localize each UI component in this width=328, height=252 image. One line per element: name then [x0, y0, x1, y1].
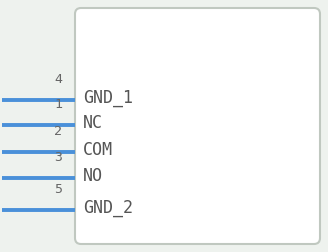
- Text: 2: 2: [54, 125, 62, 138]
- Text: NC: NC: [83, 114, 103, 132]
- Text: 3: 3: [54, 151, 62, 164]
- Text: NO: NO: [83, 167, 103, 185]
- Text: 5: 5: [54, 183, 62, 196]
- Text: 4: 4: [54, 73, 62, 86]
- FancyBboxPatch shape: [75, 8, 320, 244]
- Text: GND_1: GND_1: [83, 89, 133, 107]
- Text: 1: 1: [54, 98, 62, 111]
- Text: GND_2: GND_2: [83, 199, 133, 217]
- Text: COM: COM: [83, 141, 113, 159]
